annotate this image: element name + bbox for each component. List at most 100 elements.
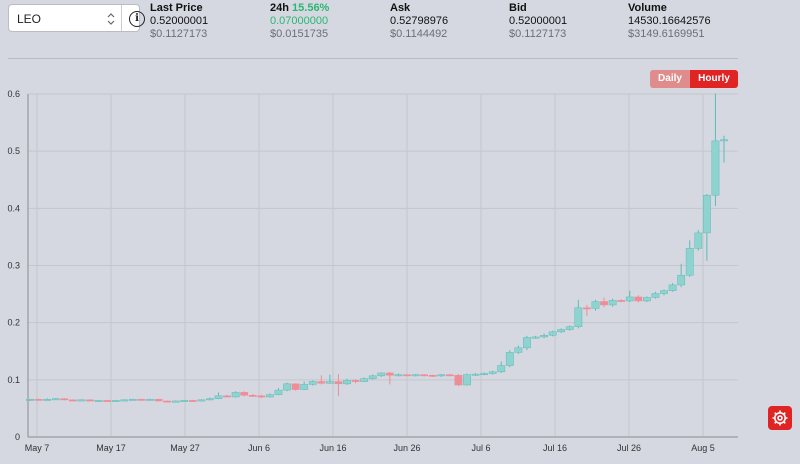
candle-body [283,383,291,391]
candle-body [574,307,583,327]
stat-24h: 24h 15.56% 0.07000000 $0.0151735 [270,2,329,41]
y-tick-label: 0.2 [7,318,20,328]
candle-body [368,375,377,379]
candle-body [583,307,591,310]
candle-body [68,399,77,402]
candle-body [34,399,43,401]
candle-body [343,380,351,385]
candle-body [94,400,103,402]
candle-body [634,296,643,302]
candle-body [497,365,506,373]
y-tick-label: 0.5 [7,146,20,156]
candle-body [266,394,274,398]
candle-body [51,398,60,401]
candle-body [214,395,223,399]
candle-body [351,380,360,382]
candle-body [300,384,309,390]
daily-button[interactable]: Daily [650,70,690,88]
candle-body [642,297,651,302]
x-tick-label: Jul 26 [617,443,641,453]
candle-body [240,392,249,396]
candle-body [540,334,548,338]
y-tick-label: 0 [15,432,20,442]
candle-body [394,374,403,377]
candle-body [668,284,677,291]
ask-value: 0.52798976 [390,15,449,27]
candle-body [403,374,411,377]
candle-body [385,372,394,376]
y-tick-label: 0.4 [7,203,20,213]
candle-body [26,399,34,401]
stat-last-price: Last Price 0.52000001 $0.1127173 [150,2,208,41]
candle-body [420,374,429,377]
candle-body [154,399,163,402]
candle-body [711,140,720,196]
candle-body [531,336,540,339]
x-tick-label: Jun 16 [319,443,346,453]
candle-body [617,300,626,302]
market-select[interactable]: LEO i [8,4,145,32]
interval-toggle: Daily Hourly [650,70,738,88]
candle-body [43,399,52,401]
x-tick-label: May 7 [25,443,50,453]
candle-body [651,293,660,298]
candle-body [454,375,463,386]
x-tick-label: Jun 26 [393,443,420,453]
candle-body [111,400,120,402]
candle-body [197,399,206,402]
candle-body [548,331,557,336]
candle-body [523,337,531,349]
ask-usd: $0.1144492 [390,28,448,40]
y-tick-label: 0.3 [7,261,20,271]
candle-body [411,374,420,377]
candle-body [77,399,86,402]
candle-body [685,248,694,276]
market-select-value: LEO [17,12,42,26]
hourly-button[interactable]: Hourly [690,70,738,88]
candle-body [120,399,129,402]
stat-ask: Ask 0.52798976 $0.1144492 [390,2,448,41]
candle-body [463,374,471,386]
candle-body [128,399,137,401]
candle-body [471,373,480,376]
candle-body [86,399,94,402]
candle-body [137,399,146,401]
candle-body [248,395,257,397]
chevron-updown-icon [107,13,115,25]
candle-body [437,374,446,377]
ask-label: Ask [390,2,411,14]
candle-body [608,300,617,306]
candle-body [180,400,189,402]
candle-body [488,371,497,374]
change-24h-label: 24h [270,2,289,14]
candle-body [694,232,703,249]
bid-label: Bid [509,2,527,14]
last-price-usd: $0.1127173 [150,28,208,40]
candle-body [334,381,343,385]
candle-body [308,381,317,385]
bid-usd: $0.1127173 [509,28,567,40]
candle-body [231,392,240,398]
volume-usd: $3149.6169951 [628,28,705,40]
candle-body [60,398,69,401]
volume-value: 14530.16642576 [628,15,711,27]
last-price-label: Last Price [150,2,203,14]
candle-body [188,400,197,402]
y-tick-label: 0.6 [7,89,20,99]
candle-body [591,301,600,309]
info-circle-icon[interactable]: i [129,11,145,27]
chart-settings-button[interactable] [768,406,792,430]
candle-body [557,329,566,333]
candle-body [274,389,283,395]
header-divider [8,58,738,59]
candle-body [480,373,488,375]
candle-body [103,400,112,402]
candle-body [257,395,266,398]
candle-body [223,395,231,398]
x-tick-label: Aug 5 [691,443,715,453]
x-tick-label: Jun 6 [248,443,270,453]
x-tick-label: Jul 16 [543,443,567,453]
y-tick-label: 0.1 [7,375,20,385]
candle-body [677,274,686,286]
